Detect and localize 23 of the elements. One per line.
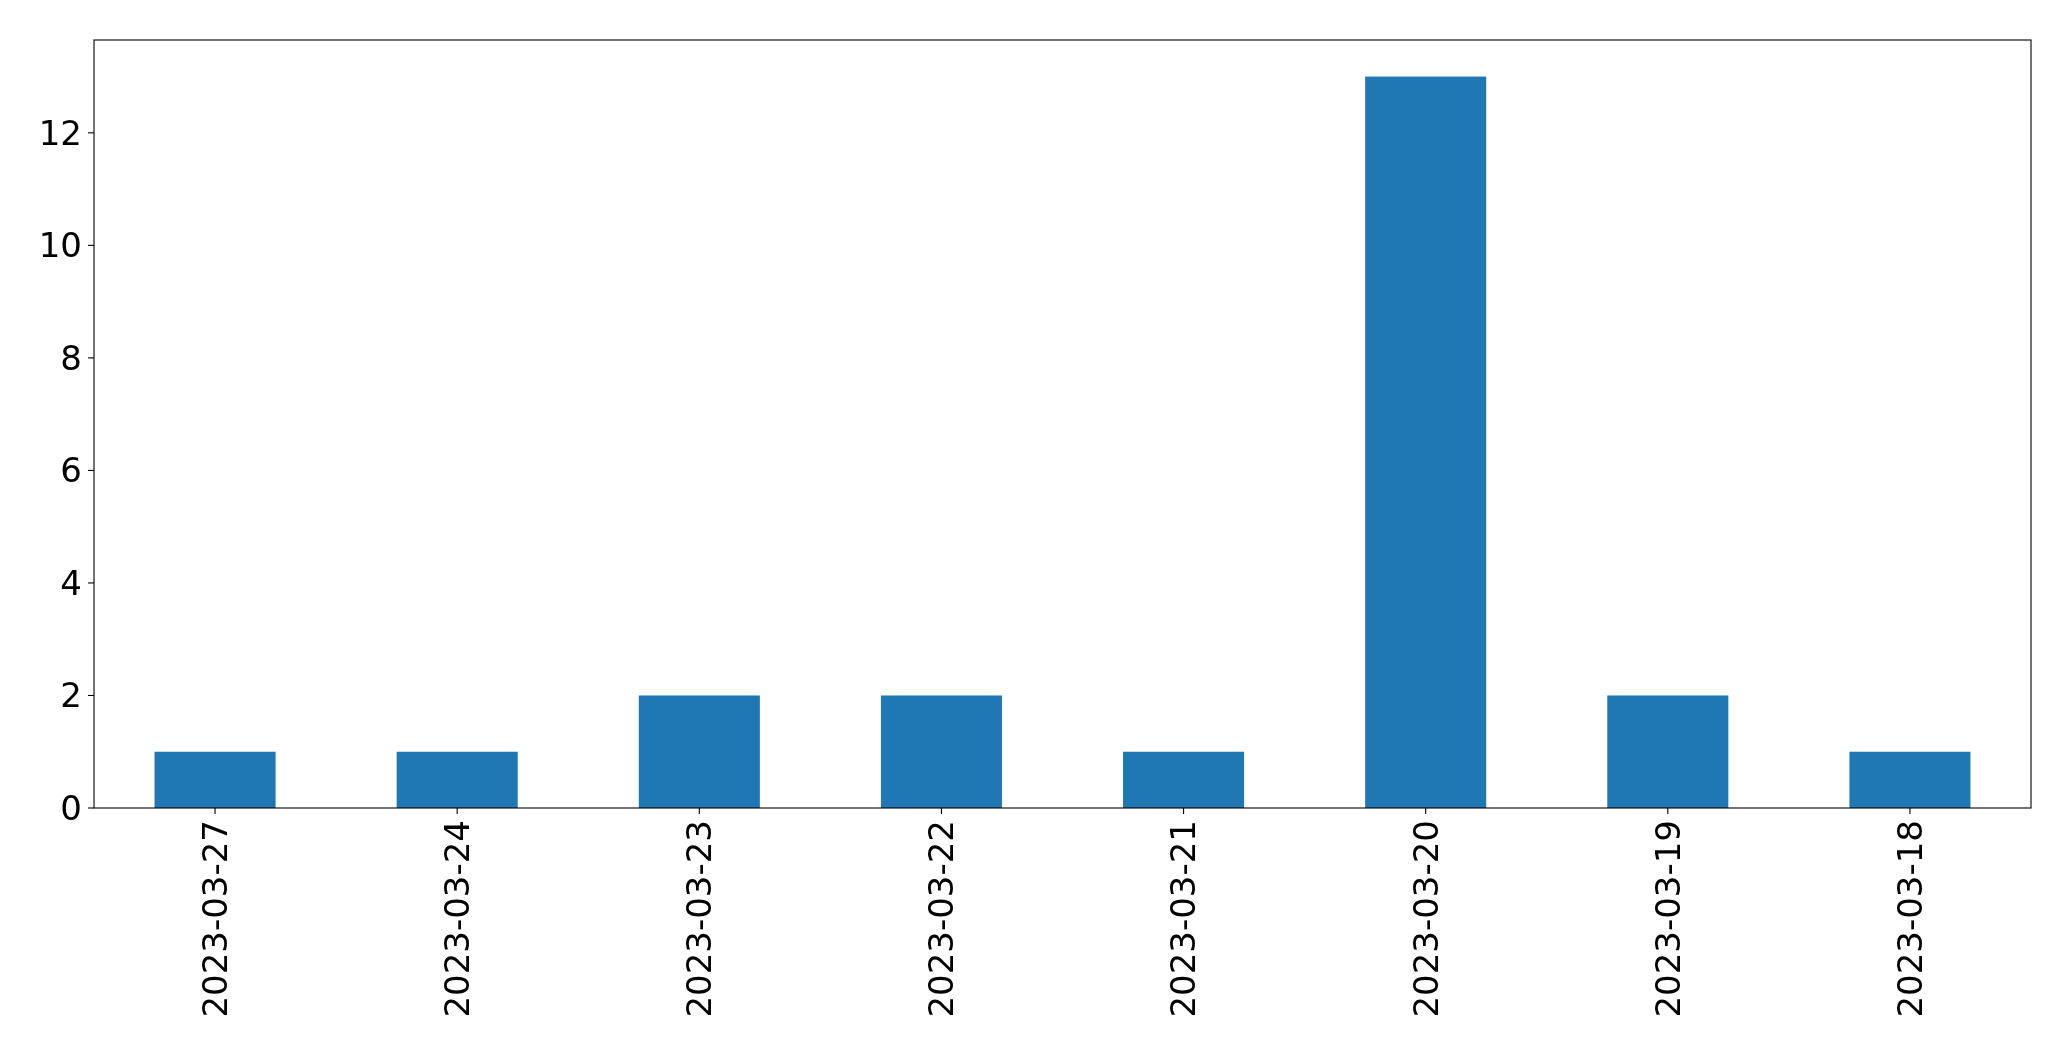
y-tick-label: 4 [60,562,82,603]
bar [1607,695,1729,808]
x-tick-label: 2023-03-23 [679,820,720,1018]
y-tick-label: 10 [38,225,82,266]
y-tick-label: 8 [60,337,82,378]
bar [396,751,518,808]
x-tick-label: 2023-03-21 [1163,820,1204,1018]
x-tick-label: 2023-03-22 [921,820,962,1018]
y-tick-label: 12 [38,112,82,153]
x-tick-label: 2023-03-19 [1647,820,1688,1018]
x-tick-label: 2023-03-20 [1405,820,1446,1018]
bar [880,695,1002,808]
x-tick-label: 2023-03-18 [1889,820,1930,1018]
bar [638,695,760,808]
bar [1123,751,1245,808]
y-tick-label: 2 [60,675,82,716]
x-tick-label: 2023-03-27 [194,820,235,1018]
bar [1849,751,1971,808]
bar [1365,76,1487,808]
bar [154,751,276,808]
y-tick-label: 6 [60,450,82,491]
x-tick-label: 2023-03-24 [437,820,478,1018]
y-tick-label: 0 [60,787,82,828]
